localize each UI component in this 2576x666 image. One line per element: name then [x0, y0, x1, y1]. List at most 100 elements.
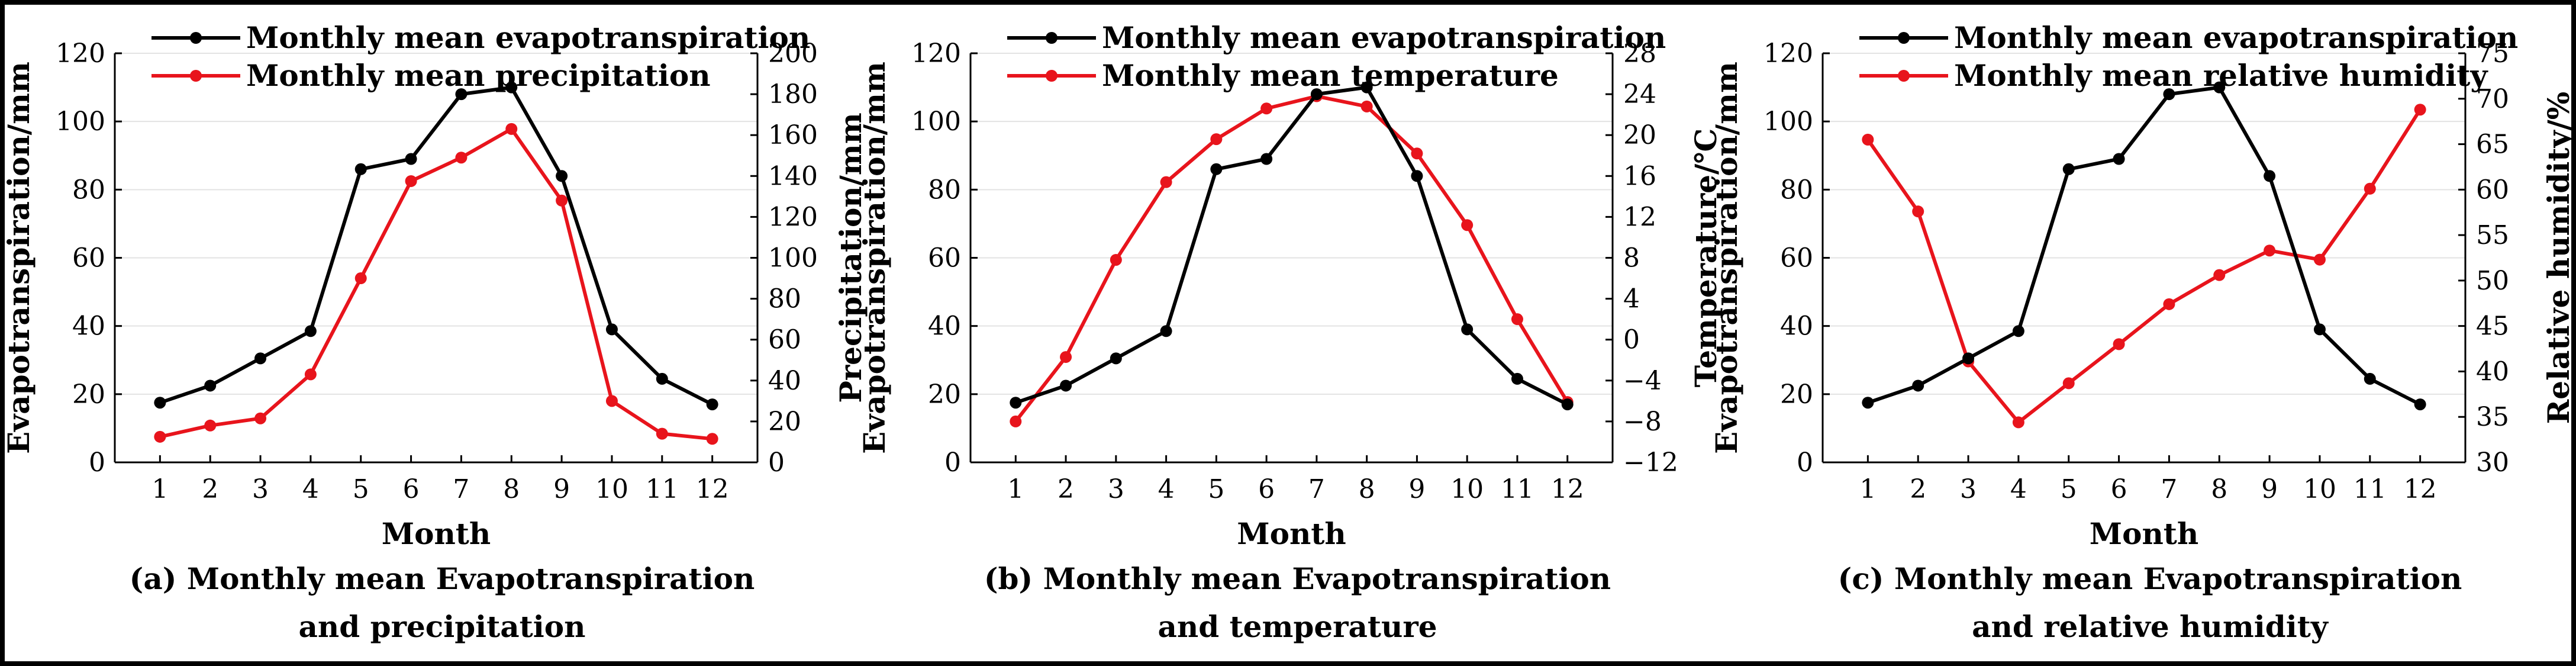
- panel-b-series-0-point-4: [1210, 163, 1223, 175]
- panel-c-series-0-point-11: [2414, 398, 2426, 411]
- panel-b-x-tick-label-7: 8: [1359, 474, 1375, 504]
- panel-a-left-tick-label-4: 80: [72, 175, 105, 205]
- panel-b-right-axis-title: Temperature/℃: [1688, 128, 1723, 387]
- panel-c-series-1-point-11: [2414, 104, 2426, 116]
- panel-c-left-tick-label-0: 0: [1797, 448, 1813, 478]
- panel-b-series-1-point-4: [1210, 133, 1223, 146]
- panel-c-x-tick-label-7: 8: [2211, 474, 2227, 504]
- panel-c-series-1-point-10: [2364, 182, 2376, 195]
- panel-b-right-tick-label-9: 24: [1623, 79, 1656, 110]
- panel-a-series-0-point-7: [505, 81, 518, 94]
- panel-b-series-0-point-8: [1411, 170, 1423, 182]
- panel-c-right-tick-label-3: 45: [2476, 311, 2509, 342]
- panel-c-series-1-point-4: [2062, 377, 2075, 390]
- panel-a-series-1-point-5: [405, 175, 417, 187]
- panel-b-x-tick-label-10: 11: [1501, 474, 1534, 504]
- panel-c-right-tick-label-8: 70: [2476, 84, 2509, 114]
- panel-a-left-tick-label-1: 20: [72, 379, 105, 410]
- panel-a-legend-1-marker: [190, 70, 202, 82]
- panel-a-right-tick-label-1: 20: [768, 407, 801, 437]
- panel-a-series-0-point-0: [154, 397, 166, 409]
- panel-c-x-tick-label-9: 10: [2303, 474, 2336, 504]
- panel-b-legend-0-label: Monthly mean evapotranspiration: [1102, 20, 1666, 55]
- panel-b-x-tick-label-2: 3: [1108, 474, 1124, 504]
- panel-b-right-tick-label-2: −4: [1623, 366, 1662, 396]
- panel-a-series-0-point-10: [656, 372, 668, 385]
- panel-c-right-tick-label-2: 40: [2476, 356, 2509, 387]
- panel-c-series-1-point-1: [1912, 205, 1924, 218]
- panel-c-right-tick-label-4: 50: [2476, 266, 2509, 296]
- panel-b-x-tick-label-1: 2: [1058, 474, 1074, 504]
- panel-c-x-tick-label-6: 7: [2161, 474, 2177, 504]
- panel-b-legend-1-label: Monthly mean temperature: [1102, 58, 1559, 93]
- panel-a-series-0-point-11: [706, 398, 718, 411]
- panel-b-right-tick-label-8: 20: [1623, 120, 1656, 150]
- panel-c-x-tick-label-0: 1: [1859, 474, 1876, 504]
- panel-a-right-tick-label-4: 80: [768, 284, 801, 314]
- panel-c-right-tick-label-1: 35: [2476, 402, 2509, 432]
- panel-a-left-tick-label-6: 120: [56, 38, 105, 69]
- panel-c-right-tick-label-6: 60: [2476, 175, 2509, 205]
- panel-a-x-tick-label-7: 8: [503, 474, 520, 504]
- panel-a-left-tick-label-5: 100: [56, 107, 105, 137]
- panel-a-x-tick-label-2: 3: [252, 474, 269, 504]
- panel-b-x-tick-label-9: 10: [1450, 474, 1484, 504]
- panel-b-series-0-point-0: [1010, 397, 1022, 409]
- panel-a-series-0-point-1: [204, 379, 217, 392]
- panel-c-series-0-point-7: [2213, 81, 2226, 94]
- panel-b-left-tick-label-6: 120: [911, 38, 961, 69]
- panel-c-x-tick-label-5: 6: [2111, 474, 2127, 504]
- panel-b-x-axis-title: Month: [1237, 516, 1346, 551]
- panel-b-series-0-point-11: [1561, 398, 1574, 411]
- panel-a-x-axis-title: Month: [382, 516, 491, 551]
- panel-b-series-0-point-2: [1110, 352, 1122, 365]
- panel-c-series-0-point-3: [2012, 325, 2024, 337]
- panel-a-series-0-point-8: [556, 170, 568, 182]
- figure-canvas: 0 20 40 60 80 100 120 0 20 40 60 80 100 120 140 160 180 2…: [1, 5, 2576, 661]
- panel-a-series-1-point-8: [556, 194, 568, 207]
- panel-a-series-0-point-5: [405, 153, 417, 165]
- panel-a-legend-0-marker: [190, 32, 202, 44]
- panel-c-right-tick-label-5: 55: [2476, 220, 2509, 250]
- panel-c-right-axis-title: Relative humidity/%: [2541, 92, 2571, 424]
- panel-b-series-1-line: [1014, 94, 1569, 423]
- panel-b-series-0-point-6: [1310, 88, 1323, 101]
- panel-a-caption-line2: and precipitation: [299, 609, 586, 644]
- panel-b-right-tick-label-5: 8: [1623, 243, 1640, 274]
- panel-a-x-tick-label-8: 9: [553, 474, 570, 504]
- panel-b-legend-0-marker: [1046, 32, 1058, 44]
- panel-b-x-tick-label-8: 9: [1408, 474, 1425, 504]
- panel-c-x-tick-label-4: 5: [2061, 474, 2077, 504]
- panel-a-left-tick-label-2: 40: [72, 311, 105, 342]
- panel-a-x-tick-label-3: 4: [302, 474, 319, 504]
- panel-b-series-0-point-9: [1461, 323, 1474, 336]
- panel-b-left-tick-label-5: 100: [911, 107, 961, 137]
- panel-b-series-1-point-5: [1260, 102, 1273, 115]
- panel-a-series-0-point-6: [455, 88, 468, 101]
- panel-a-series-1-point-1: [204, 419, 217, 432]
- panel-c-series-1-point-0: [1862, 133, 1874, 146]
- panel-c-x-tick-label-3: 4: [2010, 474, 2027, 504]
- panel-b-right-tick-label-3: 0: [1623, 325, 1640, 355]
- panel-b-left-tick-label-0: 0: [944, 448, 961, 478]
- panel-c-series-1-line: [1866, 108, 2422, 424]
- panel-b-right-tick-label-4: 4: [1623, 284, 1640, 314]
- panel-c-left-tick-label-6: 120: [1763, 38, 1813, 69]
- panel-b-x-tick-label-6: 7: [1308, 474, 1325, 504]
- panel-c-series-0-point-9: [2313, 323, 2326, 336]
- panel-a-right-tick-label-6: 120: [768, 202, 818, 232]
- panel-c-series-1-point-6: [2163, 298, 2175, 310]
- panel-a-series-0-point-4: [354, 163, 367, 175]
- panel-b-left-tick-label-4: 80: [928, 175, 961, 205]
- panel-a-series-1-point-3: [304, 368, 317, 381]
- panel-a-right-tick-label-3: 60: [768, 325, 801, 355]
- panel-b-series-1-point-8: [1411, 147, 1423, 160]
- panel-c-series-0-point-10: [2364, 372, 2376, 385]
- panel-a-legend-1-label: Monthly mean precipitation: [246, 58, 711, 93]
- panel-a-series-0-point-2: [254, 352, 267, 365]
- panel-a-series-1-point-11: [706, 433, 718, 445]
- panel-a-right-tick-label-8: 160: [768, 120, 818, 150]
- panel-c-series-0-point-0: [1862, 397, 1874, 409]
- panel-a-x-tick-label-5: 6: [403, 474, 420, 504]
- panel-a-right-axis-title: Precipitation/mm: [833, 112, 868, 403]
